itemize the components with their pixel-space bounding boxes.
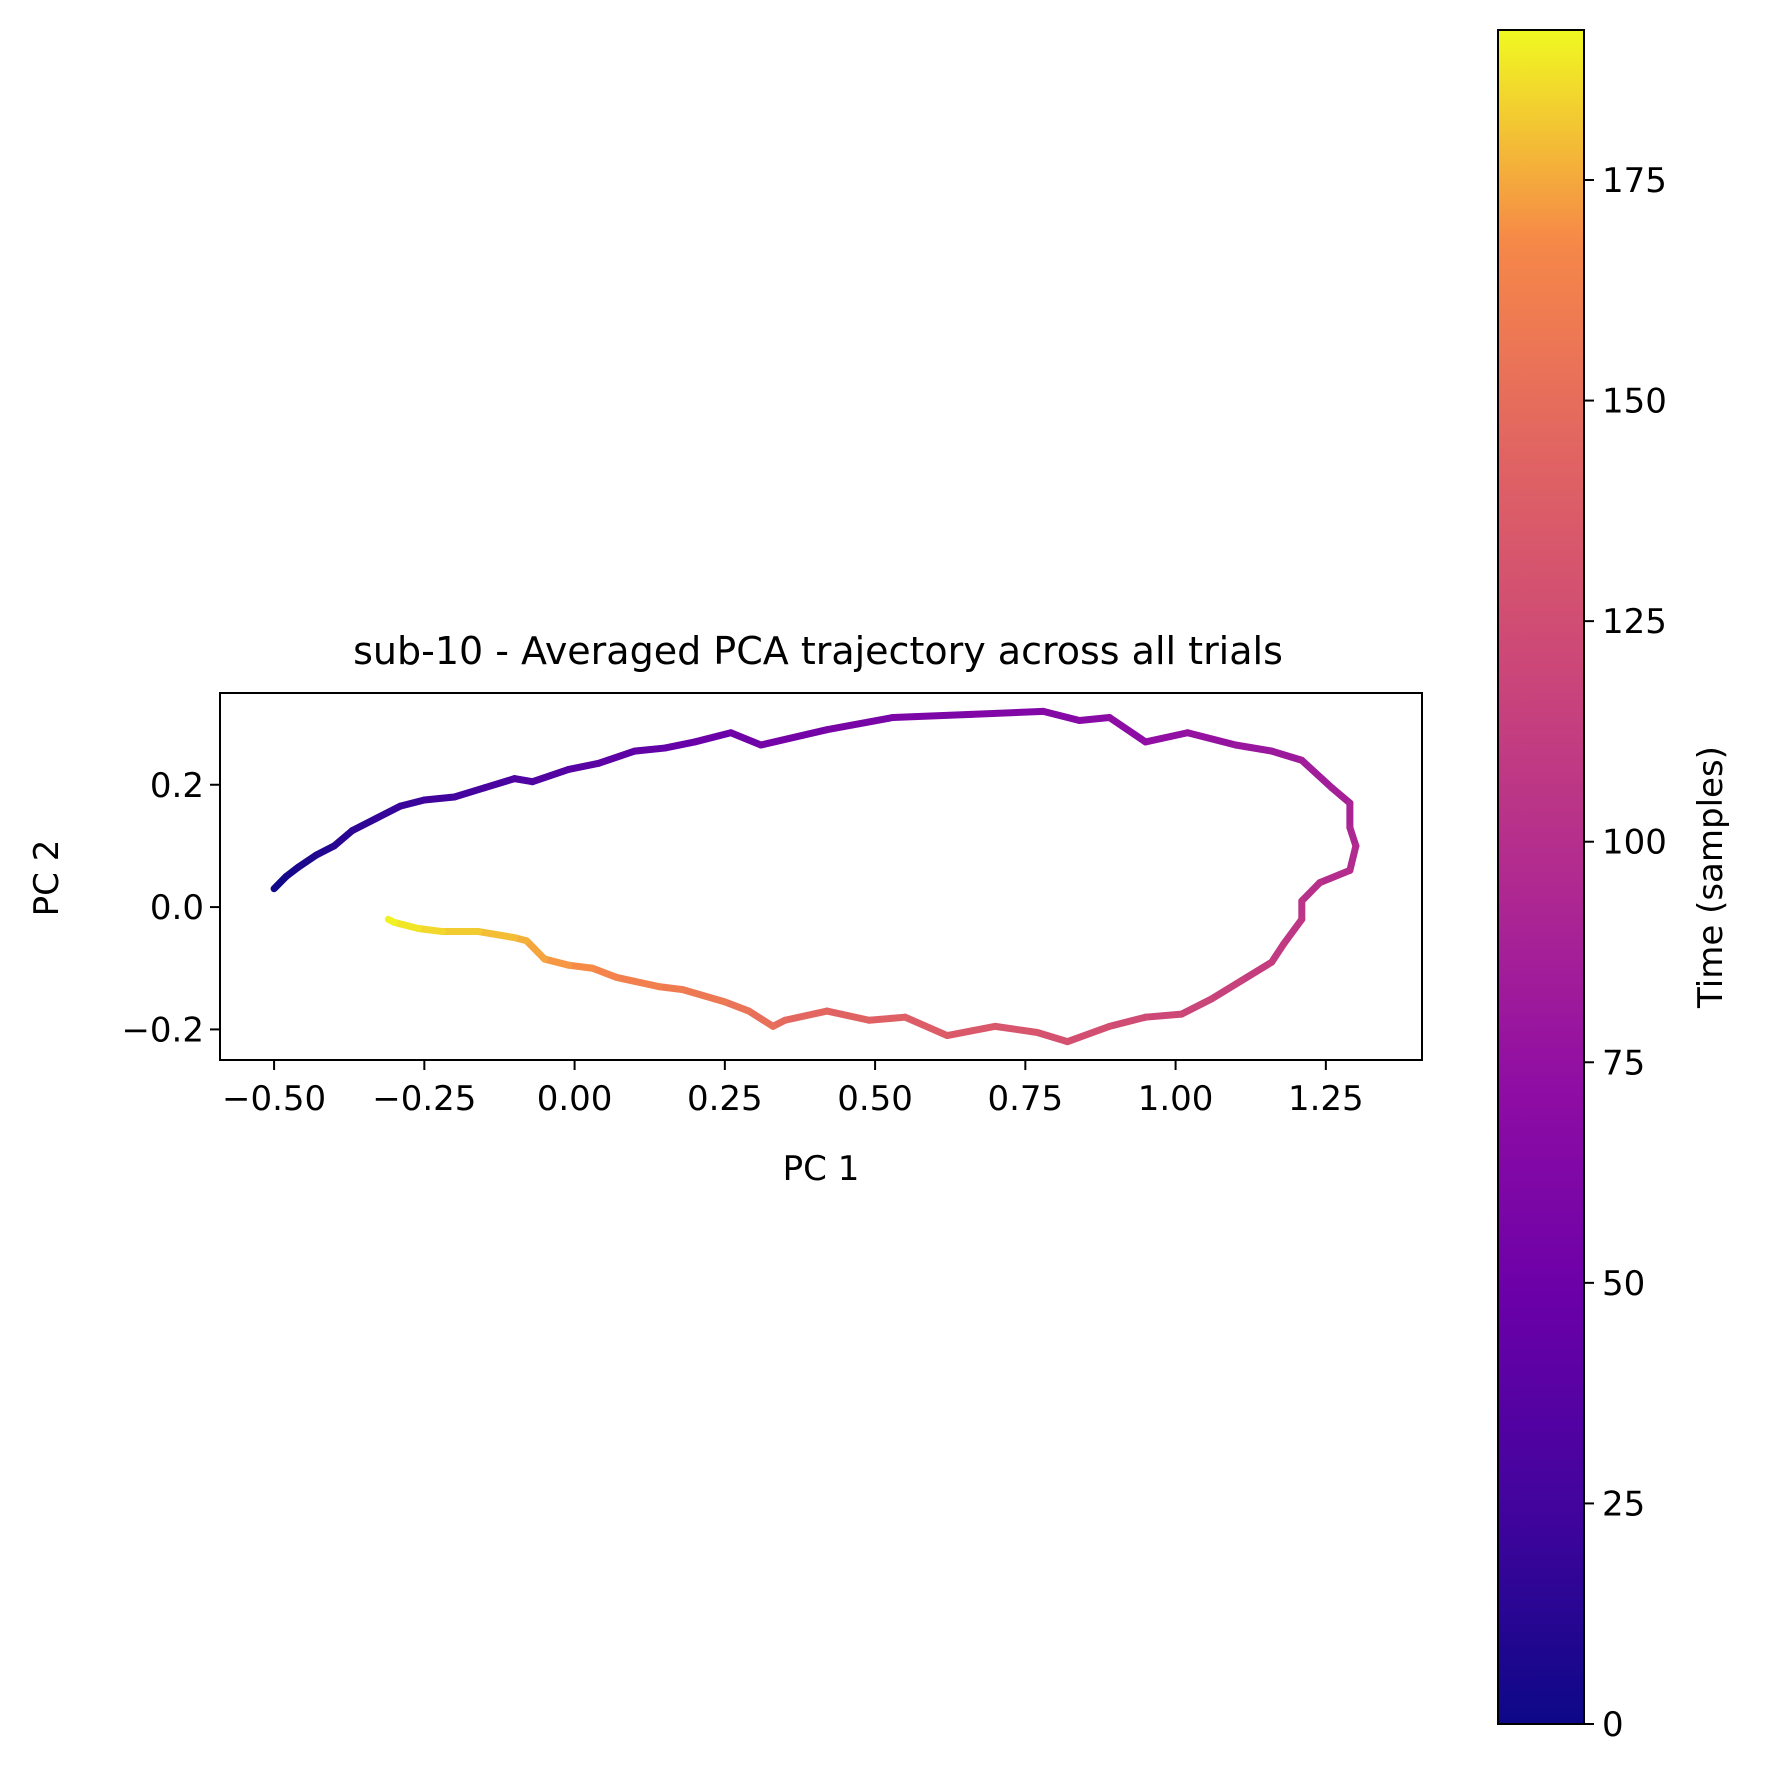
trajectory-segment — [450, 784, 488, 801]
trajectory-segment — [541, 955, 573, 969]
trajectory-segment — [1232, 741, 1276, 755]
colorbar-tick-label: 25 — [1602, 1484, 1645, 1524]
trajectory-segment — [1142, 1010, 1186, 1021]
trajectory-segment — [823, 1007, 873, 1024]
colorbar-label: Time (samples) — [1691, 746, 1731, 1009]
trajectory-line — [270, 707, 1360, 1046]
trajectory-segment — [1238, 958, 1276, 984]
trajectory-segment — [967, 707, 1047, 718]
trajectory-segment — [474, 928, 518, 942]
trajectory-segment — [679, 986, 729, 1006]
trajectory-segment — [889, 710, 975, 721]
trajectory-segment — [396, 796, 428, 810]
trajectory-segment — [1268, 747, 1306, 764]
trajectory-segment — [384, 915, 398, 926]
trajectory-segment — [1268, 940, 1288, 966]
x-tick-label: 0.75 — [987, 1079, 1063, 1119]
trajectory-segment — [348, 814, 380, 835]
trajectory-segment — [1298, 756, 1336, 792]
y-tick-label: −0.2 — [121, 1010, 204, 1050]
trajectory-segment — [1178, 995, 1216, 1018]
y-tick-label: 0.2 — [150, 766, 204, 806]
trajectory-segment — [565, 759, 603, 773]
trajectory-segment — [1075, 713, 1113, 725]
trajectory-segment — [390, 918, 422, 932]
trajectory-segment — [991, 1022, 1041, 1036]
trajectory-segment — [745, 1007, 777, 1030]
colorbar-tick-label: 75 — [1602, 1043, 1645, 1083]
trajectory-segment — [943, 1022, 999, 1040]
y-tick-label: 0.0 — [150, 888, 204, 928]
trajectory-segment — [721, 998, 753, 1015]
x-tick-label: 0.25 — [687, 1079, 763, 1119]
trajectory-segment — [1033, 1028, 1071, 1046]
y-axis-label: PC 2 — [27, 840, 67, 917]
trajectory-segment — [1280, 915, 1306, 948]
x-axis-ticks: −0.50 −0.25 0.00 0.25 0.50 0.75 1.00 1.25 — [222, 1060, 1364, 1119]
x-tick-label: −0.50 — [222, 1079, 326, 1119]
trajectory-segment — [1105, 713, 1150, 746]
colorbar-ticks: 0 25 50 75 100 125 150 175 — [1584, 161, 1667, 1745]
trajectory-segment — [523, 937, 549, 963]
trajectory-segment — [1184, 729, 1240, 749]
colorbar-tick-label: 100 — [1602, 823, 1667, 863]
trajectory-segment — [1316, 866, 1354, 887]
trajectory-segment — [595, 747, 639, 767]
trajectory-segment — [661, 738, 699, 752]
trajectory-segment — [781, 1007, 831, 1024]
trajectory-segment — [1346, 842, 1360, 874]
trajectory-segment — [372, 802, 404, 822]
trajectory-segment — [294, 851, 320, 871]
x-tick-label: −0.25 — [372, 1079, 476, 1119]
colorbar-tick-label: 50 — [1602, 1264, 1645, 1304]
trajectory-segment — [613, 973, 663, 991]
trajectory-segment — [1063, 1022, 1113, 1046]
trajectory-segment — [420, 793, 458, 804]
trajectory-segment — [1208, 976, 1246, 1003]
trajectory-segment — [1328, 784, 1354, 807]
trajectory-segment — [631, 744, 669, 755]
trajectory-segment — [727, 729, 765, 749]
trajectory-segment — [823, 713, 897, 734]
chart-title: sub-10 - Averaged PCA trajectory across … — [353, 629, 1283, 673]
trajectory-segment — [691, 729, 735, 746]
trajectory-segment — [414, 924, 446, 936]
trajectory-segment — [529, 765, 573, 786]
x-tick-label: 0.50 — [837, 1079, 913, 1119]
trajectory-segment — [1039, 707, 1083, 725]
trajectory-segment — [655, 983, 687, 994]
colorbar-tick-label: 150 — [1602, 382, 1667, 422]
trajectory-segment — [480, 775, 518, 792]
trajectory-segment — [589, 964, 621, 981]
colorbar-tick-label: 0 — [1602, 1705, 1624, 1745]
colorbar-tick-label: 175 — [1602, 161, 1667, 201]
trajectory-segment — [1298, 879, 1324, 905]
trajectory-segment — [330, 827, 356, 850]
plot-area-frame — [219, 692, 1423, 1061]
trajectory-segment — [757, 726, 831, 749]
y-axis-ticks: −0.2 0.0 0.2 — [121, 766, 220, 1050]
x-tick-label: 0.00 — [537, 1079, 613, 1119]
trajectory-segment — [865, 1013, 909, 1024]
x-tick-label: 1.00 — [1138, 1079, 1214, 1119]
trajectory-segment — [1105, 1013, 1150, 1030]
trajectory-segment — [901, 1013, 951, 1040]
trajectory-segment — [1142, 729, 1192, 746]
trajectory-segment — [565, 961, 597, 972]
colorbar-tick-label: 125 — [1602, 602, 1667, 642]
x-axis-label: PC 1 — [783, 1149, 860, 1189]
x-tick-label: 1.25 — [1288, 1079, 1364, 1119]
colorbar — [1497, 29, 1585, 1725]
